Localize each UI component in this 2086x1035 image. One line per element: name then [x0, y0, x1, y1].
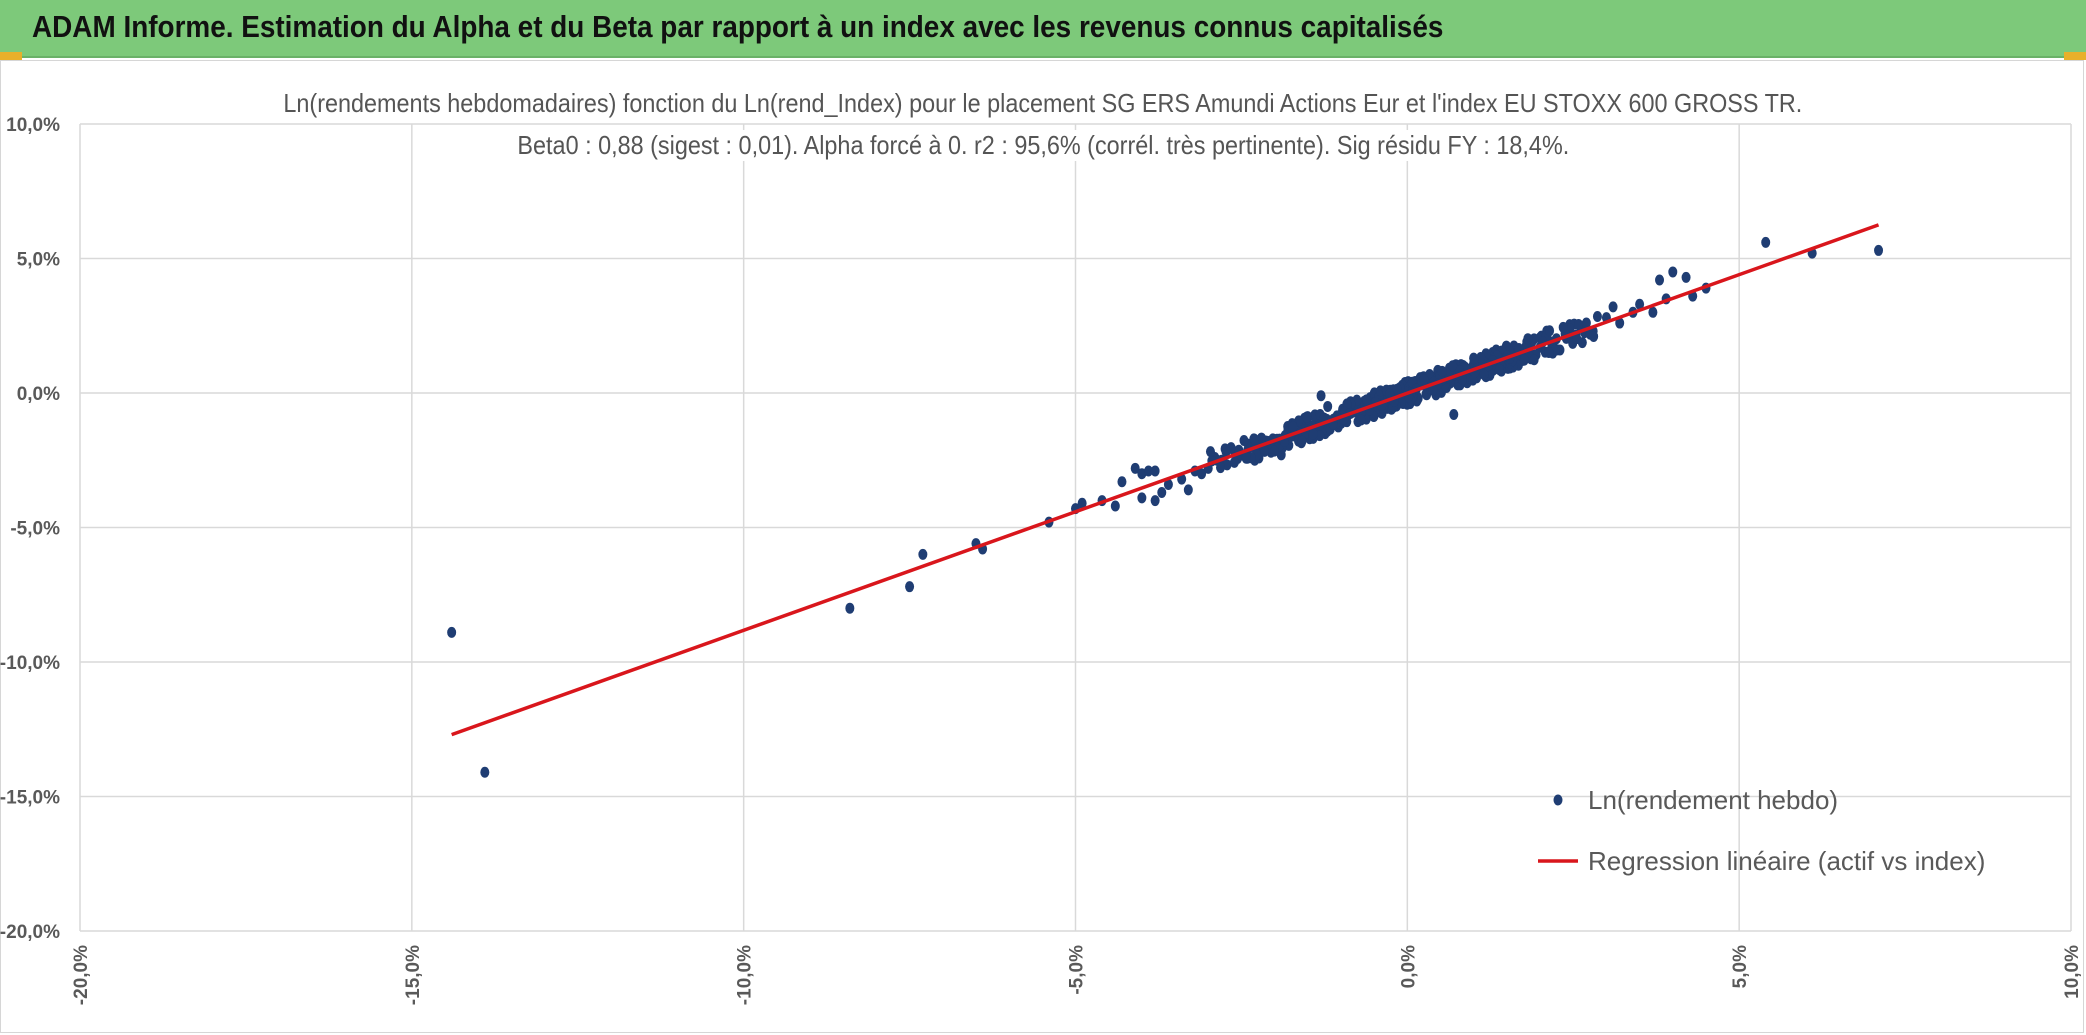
data-point — [1668, 266, 1678, 278]
data-point — [1392, 383, 1402, 395]
data-point — [1519, 354, 1529, 366]
data-point — [1137, 492, 1147, 504]
x-tick-label: -15,0% — [403, 945, 424, 1005]
data-point — [1523, 333, 1533, 345]
data-point — [1544, 346, 1554, 358]
data-point — [1681, 271, 1691, 283]
data-point — [1241, 452, 1251, 464]
chart-title: Ln(rendements hebdomadaires) fonction du… — [278, 88, 1808, 119]
data-point — [1655, 274, 1665, 286]
y-tick-label: 0,0% — [17, 384, 60, 405]
legend-label-line: Regression linéaire (actif vs index) — [1588, 846, 1985, 876]
data-point — [1529, 354, 1539, 366]
data-point — [1874, 244, 1884, 256]
report-banner: ADAM Informe. Estimation du Alpha et du … — [0, 0, 2086, 58]
data-point — [1469, 353, 1479, 365]
corner-marker-left — [0, 52, 22, 60]
data-point — [1110, 500, 1120, 512]
data-point — [1220, 443, 1230, 455]
data-point — [1302, 411, 1312, 423]
data-point — [1297, 435, 1307, 447]
chart-subtitle: Beta0 : 0,88 (sigest : 0,01). Alpha forc… — [511, 130, 1575, 161]
data-point — [1558, 321, 1568, 333]
data-point — [1448, 360, 1458, 372]
data-point — [480, 766, 490, 778]
data-point — [447, 626, 457, 638]
data-point — [918, 548, 928, 560]
y-tick-label: -5,0% — [10, 519, 60, 540]
y-tick-label: -10,0% — [0, 653, 60, 674]
data-point — [1589, 330, 1599, 342]
data-point — [1581, 317, 1591, 329]
data-point — [1256, 432, 1266, 444]
corner-marker-right — [2064, 52, 2086, 60]
data-point — [1150, 465, 1160, 477]
y-tick-label: -20,0% — [0, 922, 60, 943]
y-tick-label: 10,0% — [6, 115, 60, 136]
data-point — [1077, 497, 1087, 509]
data-point — [1494, 364, 1504, 376]
x-tick-label: -20,0% — [71, 945, 92, 1005]
y-tick-label: -15,0% — [0, 788, 60, 809]
x-tick-label: 10,0% — [2062, 945, 2083, 999]
regression-line — [451, 223, 1880, 737]
data-point — [1615, 317, 1625, 329]
data-point — [1648, 306, 1658, 318]
data-point — [1479, 369, 1489, 381]
data-point — [1476, 351, 1486, 363]
data-point — [1361, 394, 1371, 406]
report-title: ADAM Informe. Estimation du Alpha et du … — [32, 9, 1444, 44]
x-tick-label: 0,0% — [1398, 945, 1419, 988]
chart-frame — [0, 60, 2084, 1033]
data-point — [1117, 476, 1127, 488]
data-point — [1157, 487, 1167, 499]
data-point — [1574, 319, 1584, 331]
x-tick-label: -5,0% — [1067, 945, 1088, 995]
data-point — [1323, 400, 1333, 412]
data-point — [1592, 310, 1602, 322]
data-point — [1269, 445, 1279, 457]
data-point — [1205, 446, 1215, 458]
data-point — [1197, 468, 1207, 480]
data-point — [1163, 478, 1173, 490]
chart-subtitle-box: Beta0 : 0,88 (sigest : 0,01). Alpha forc… — [0, 130, 2086, 161]
y-tick-label: 5,0% — [17, 250, 60, 271]
data-point — [1250, 433, 1260, 445]
data-point — [1183, 484, 1193, 496]
data-point — [1449, 409, 1459, 421]
data-point — [1635, 298, 1645, 310]
data-point — [1577, 337, 1587, 349]
legend-label-scatter: Ln(rendement hebdo) — [1588, 785, 1838, 815]
chart-title-box: Ln(rendements hebdomadaires) fonction du… — [0, 88, 2086, 119]
data-point — [1216, 462, 1226, 474]
data-point — [1545, 325, 1555, 337]
data-point — [1419, 374, 1429, 386]
x-tick-label: 5,0% — [1730, 945, 1751, 988]
data-point — [1144, 465, 1154, 477]
data-point — [1316, 390, 1326, 402]
data-point — [1608, 301, 1618, 313]
data-point — [845, 602, 855, 614]
legend-marker-scatter — [1553, 794, 1563, 806]
data-point — [1229, 456, 1239, 468]
data-point — [1308, 428, 1318, 440]
data-point — [1150, 495, 1160, 507]
data-point — [1356, 414, 1366, 426]
data-point — [1761, 236, 1771, 248]
data-point — [1437, 365, 1447, 377]
data-point — [1260, 445, 1270, 457]
data-point — [905, 581, 915, 593]
data-point — [1288, 421, 1298, 433]
x-tick-label: -10,0% — [735, 945, 756, 1005]
data-point — [1239, 434, 1249, 446]
data-point — [1428, 384, 1438, 396]
data-point — [1130, 462, 1140, 474]
